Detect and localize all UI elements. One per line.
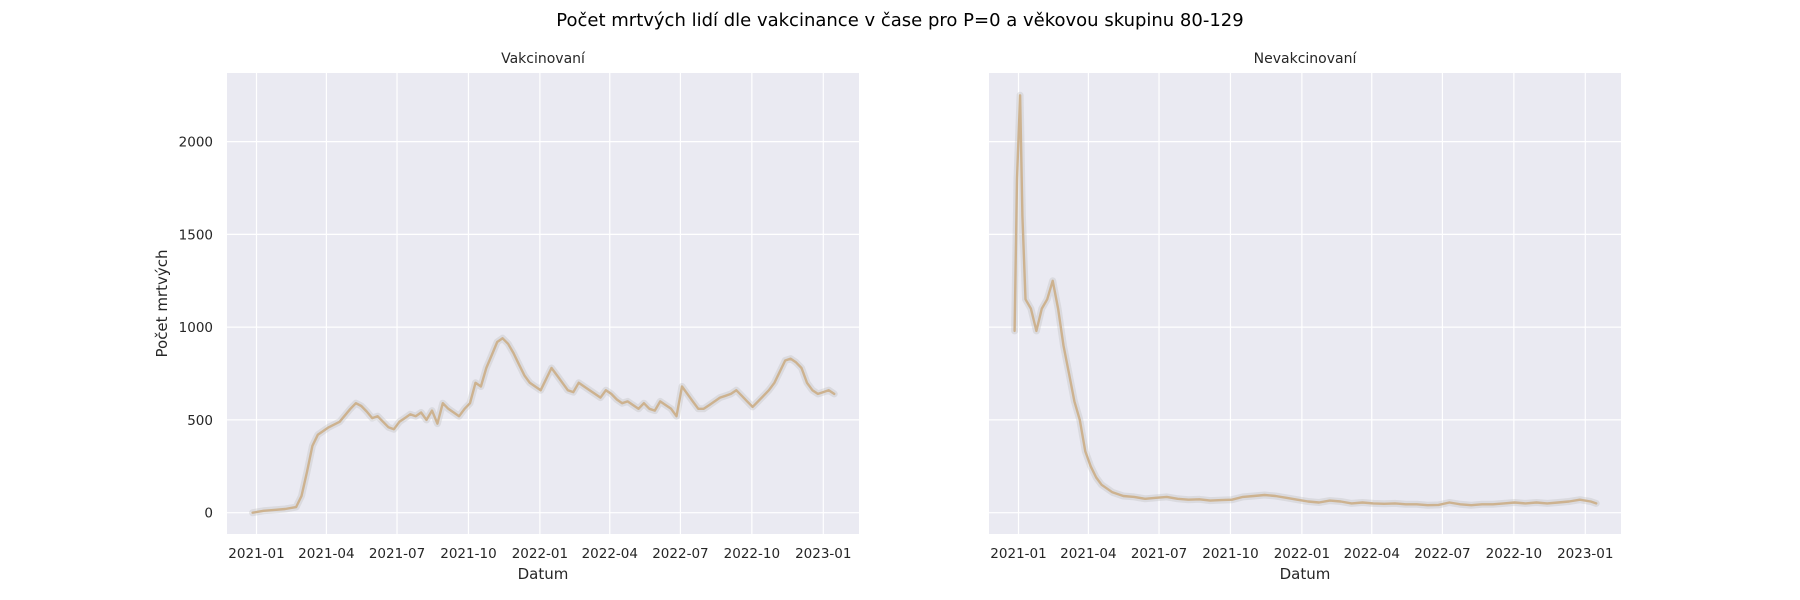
x-axis-label: Datum	[1280, 565, 1331, 583]
y-axis-label: Počet mrtvých	[153, 250, 171, 358]
x-tick-label: 2023-01	[1557, 546, 1613, 562]
y-tick-label: 500	[187, 413, 213, 429]
figure-title: Počet mrtvých lidí dle vakcinance v čase…	[556, 10, 1243, 31]
x-tick-label: 2021-07	[1131, 546, 1187, 562]
x-tick-label: 2022-10	[1486, 546, 1542, 562]
x-tick-label: 2022-10	[724, 546, 780, 562]
x-tick-label: 2022-01	[1274, 546, 1330, 562]
series-line	[1013, 94, 1598, 507]
x-tick-label: 2021-10	[440, 546, 496, 562]
series-line	[251, 337, 836, 514]
x-tick-label: 2022-01	[512, 546, 568, 562]
plot-area	[989, 73, 1621, 534]
x-tick-label: 2021-04	[298, 546, 354, 562]
x-tick-label: 2021-10	[1202, 546, 1258, 562]
x-tick-label: 2022-07	[1414, 546, 1470, 562]
x-tick-label: 2023-01	[795, 546, 851, 562]
y-tick-label: 2000	[179, 135, 213, 151]
x-tick-label: 2021-01	[228, 546, 284, 562]
x-tick-label: 2022-04	[582, 546, 638, 562]
panel-nevakcinovani: 2021-01 2021-04 2021-07 2021-10 2022-01 2022-…	[989, 51, 1621, 583]
x-tick-label: 2021-01	[990, 546, 1046, 562]
panel-title: Vakcinovaní	[501, 51, 586, 67]
y-tick-label: 1000	[179, 320, 213, 336]
y-tick-label: 0	[204, 506, 213, 522]
panel-vakcinovani: 2021-01 2021-04 2021-07 2021-10 2022-01 2022-…	[153, 51, 859, 583]
x-axis-label: Datum	[518, 565, 569, 583]
x-tick-label: 2021-07	[369, 546, 425, 562]
x-tick-label: 2022-04	[1344, 546, 1400, 562]
x-tick-label: 2022-07	[652, 546, 708, 562]
panel-title: Nevakcinovaní	[1254, 51, 1358, 67]
plot-area	[227, 73, 859, 534]
x-tick-label: 2021-04	[1060, 546, 1116, 562]
y-tick-label: 1500	[179, 227, 213, 243]
